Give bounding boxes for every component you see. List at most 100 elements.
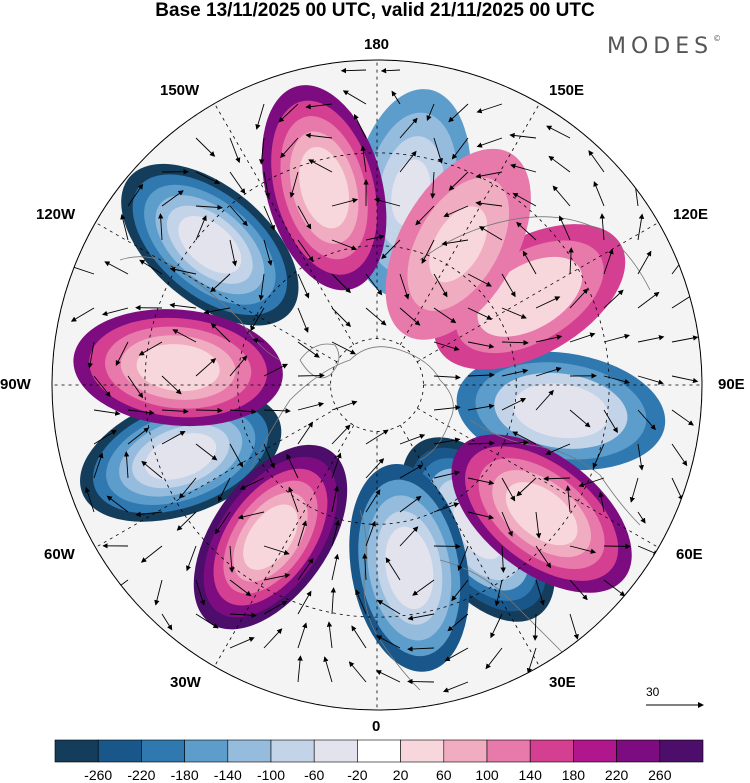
- colorbar-tick-label: -140: [213, 767, 242, 783]
- anomaly-contour: [152, 352, 204, 383]
- wind-vector: [399, 150, 417, 173]
- wind-vector: [399, 433, 426, 445]
- wind-vectors: [68, 67, 699, 693]
- anomaly-contour: [519, 493, 564, 534]
- wind-vector: [342, 90, 367, 105]
- wind-vector: [139, 259, 163, 275]
- wind-vector: [545, 443, 571, 455]
- wind-vector: [101, 307, 129, 317]
- wind-vector: [87, 341, 95, 369]
- wind-vector: [433, 404, 461, 411]
- wind-vector: [399, 117, 418, 139]
- wind-vector: [599, 213, 606, 241]
- wind-vector: [331, 307, 352, 328]
- wind-vector: [637, 335, 665, 343]
- wind-vector: [355, 589, 367, 615]
- wind-vector: [263, 628, 283, 649]
- wind-vector: [475, 171, 503, 179]
- wind-vector: [569, 545, 597, 554]
- wind-vector: [671, 335, 699, 343]
- wind-vector: [444, 647, 469, 662]
- colorbar-tick-label: -220: [127, 767, 156, 783]
- wind-vector: [237, 511, 265, 520]
- meridian-line: [214, 103, 355, 345]
- wind-vector: [433, 307, 457, 324]
- meridian-line: [399, 425, 540, 667]
- colorbar-swatch: [486, 739, 531, 763]
- wind-vector: [141, 460, 163, 479]
- wind-vector: [195, 204, 223, 211]
- wind-vector: [340, 67, 367, 74]
- wind-vector: [161, 190, 184, 207]
- wind-vector: [535, 389, 554, 411]
- wind-vector: [501, 511, 513, 537]
- wind-vector: [297, 273, 310, 299]
- wind-vector: [535, 511, 542, 539]
- wind-vector: [365, 307, 387, 326]
- wind-vector: [451, 579, 469, 602]
- wind-vector: [195, 613, 219, 629]
- wind-vector: [195, 579, 206, 606]
- wind-vector: [239, 477, 265, 490]
- wind-vector: [331, 197, 359, 207]
- wind-vector: [516, 221, 537, 241]
- colorbar-tick-label: -60: [304, 767, 325, 783]
- wind-vector: [535, 296, 561, 309]
- colorbar-swatch: [616, 739, 661, 763]
- wind-vector: [593, 181, 605, 207]
- wind-vector: [637, 375, 664, 385]
- wind-vector: [229, 408, 257, 415]
- wind-vector: [127, 409, 155, 416]
- wind-vector: [501, 477, 516, 502]
- wind-vector: [426, 103, 435, 122]
- wind-vector: [106, 495, 129, 513]
- wind-vector: [671, 375, 699, 384]
- wind-vector: [365, 273, 383, 296]
- wind-vector: [169, 266, 197, 275]
- colorbar-swatch: [141, 739, 185, 763]
- lon-label-60e: 60E: [676, 546, 703, 563]
- map-border: [51, 59, 703, 711]
- wind-vector: [433, 273, 448, 298]
- wind-vector: [172, 329, 197, 343]
- wind-vector: [297, 622, 308, 649]
- wind-vector: [467, 477, 495, 486]
- wind-vector: [127, 183, 144, 207]
- wind-vector: [351, 625, 367, 649]
- wind-vector: [186, 545, 197, 572]
- wind-vector: [443, 205, 469, 218]
- meridian-line: [417, 222, 659, 363]
- anomaly-contour: [394, 542, 425, 594]
- graticule: [52, 60, 702, 710]
- wind-vector: [331, 553, 340, 581]
- wind-vector: [331, 400, 358, 411]
- wind-vector: [509, 132, 537, 139]
- wind-vector: [362, 553, 368, 581]
- meridian-line: [417, 407, 659, 548]
- colorbar-swatch: [97, 739, 142, 763]
- colorbar-swatch: [227, 739, 272, 763]
- wind-vector: [70, 307, 95, 322]
- colorbar-tick-label: -100: [256, 767, 286, 783]
- wind-vector: [93, 409, 121, 416]
- wind-vector: [467, 372, 495, 378]
- wind-vector: [399, 464, 424, 479]
- wind-vector: [552, 185, 571, 207]
- lon-label-120e: 120E: [673, 206, 709, 223]
- wind-vector: [433, 470, 461, 479]
- wind-vector: [494, 579, 503, 607]
- wind-vector: [501, 273, 516, 298]
- wind-vector: [512, 431, 537, 445]
- colorbar-swatch: [443, 739, 488, 763]
- latitude-circle: [144, 152, 610, 618]
- wind-vector: [161, 408, 189, 414]
- wind-vector: [671, 409, 694, 426]
- wind-vector: [578, 477, 605, 488]
- wind-vector: [588, 150, 605, 173]
- wind-vector: [433, 502, 460, 513]
- wind-vector: [176, 511, 197, 531]
- wind-vector: [399, 273, 410, 300]
- wind-vector: [377, 599, 401, 615]
- lon-label-120w: 120W: [36, 206, 76, 223]
- lon-label-90e: 90E: [718, 376, 745, 393]
